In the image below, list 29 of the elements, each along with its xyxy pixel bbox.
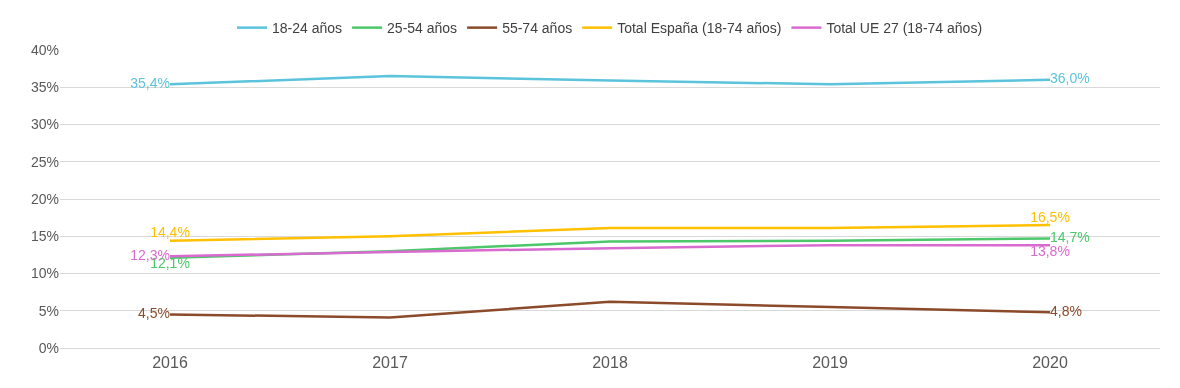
line-series [168, 300, 1052, 319]
x-tick-label: 2017 [372, 354, 408, 372]
data-label: 16,5% [1030, 208, 1070, 225]
y-tick-label: 5% [38, 302, 59, 319]
legend-label: Total UE 27 (18-74 años) [826, 20, 983, 37]
legend-label: 55-74 años [502, 20, 573, 37]
y-tick-label: 30% [30, 116, 59, 133]
data-label: 35,4% [130, 74, 170, 91]
line-series [168, 74, 1052, 86]
x-tick-label: 2019 [812, 354, 848, 372]
y-tick-label: 25% [30, 153, 59, 170]
y-tick-label: 35% [30, 79, 59, 96]
legend-label: 18-24 años [272, 20, 343, 37]
x-tick-label: 2016 [152, 354, 188, 372]
y-tick-label: 0% [38, 339, 59, 356]
y-tick-label: 10% [30, 265, 59, 282]
y-tick-label: 15% [30, 228, 59, 245]
data-label: 13,8% [1030, 242, 1070, 259]
y-tick-label: 40% [30, 41, 59, 58]
y-tick-label: 20% [30, 190, 59, 207]
legend-label: 25-54 años [387, 20, 458, 37]
data-label: 36,0% [1050, 70, 1090, 87]
x-tick-label: 2018 [592, 354, 628, 372]
legend-label: Total España (18-74 años) [617, 20, 782, 37]
data-label: 4,5% [138, 304, 170, 321]
data-label: 14,4% [150, 224, 190, 241]
data-label: 14,7% [1050, 228, 1090, 245]
x-tick-label: 2020 [1032, 354, 1068, 372]
data-label: 4,8% [1050, 302, 1082, 319]
